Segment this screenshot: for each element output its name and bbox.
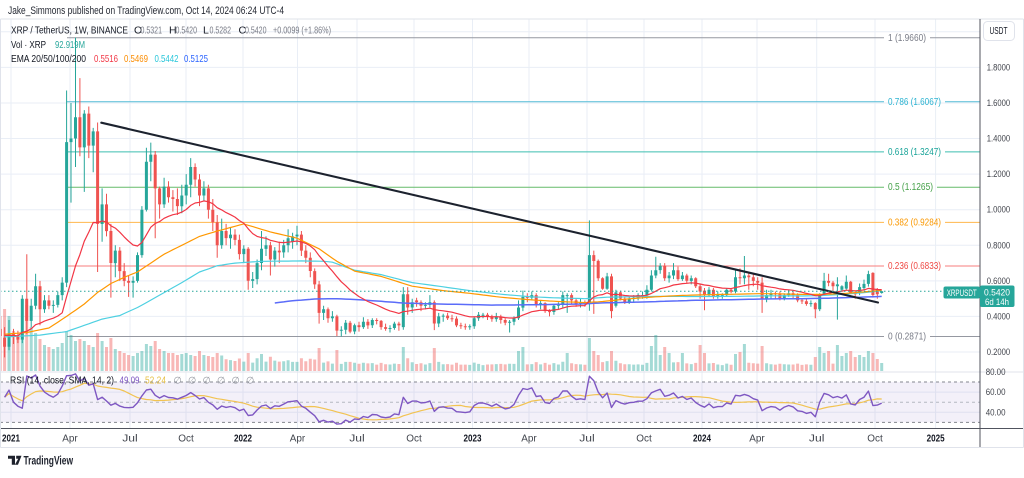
svg-text:2024: 2024	[693, 434, 711, 445]
svg-text:2025: 2025	[927, 434, 945, 445]
svg-text:1.2000: 1.2000	[987, 169, 1010, 180]
svg-text:0.5420: 0.5420	[176, 25, 198, 37]
svg-text:Jul: Jul	[579, 434, 595, 445]
svg-text:0.5420: 0.5420	[245, 25, 267, 37]
svg-text:Jake_Simmons published on Trad: Jake_Simmons published on TradingView.co…	[8, 5, 284, 17]
svg-text:∅: ∅	[246, 376, 254, 387]
svg-text:Apr: Apr	[62, 434, 78, 445]
svg-text:L: L	[203, 25, 209, 37]
svg-text:Jul: Jul	[809, 434, 825, 445]
svg-text:0.5125: 0.5125	[184, 53, 208, 65]
svg-text:0.5 (1.1265): 0.5 (1.1265)	[888, 182, 933, 193]
svg-text:∅: ∅	[203, 376, 211, 387]
svg-text:80.00: 80.00	[986, 367, 1006, 378]
svg-text:+0.0099 (+1.86%): +0.0099 (+1.86%)	[273, 25, 331, 37]
svg-text:0.2000: 0.2000	[987, 347, 1010, 358]
svg-text:Oct: Oct	[178, 434, 194, 445]
svg-text:Apr: Apr	[521, 434, 537, 445]
svg-text:EMA 20/50/100/200: EMA 20/50/100/200	[11, 53, 86, 65]
svg-text:TradingView: TradingView	[24, 456, 74, 468]
svg-text:Jul: Jul	[349, 434, 365, 445]
svg-text:2023: 2023	[464, 434, 482, 445]
svg-text:H: H	[169, 25, 177, 37]
svg-text:0.6000: 0.6000	[987, 276, 1010, 287]
svg-text:Vol · XRP: Vol · XRP	[11, 39, 46, 51]
svg-text:O: O	[134, 25, 142, 37]
svg-text:∅: ∅	[232, 376, 240, 387]
svg-text:XRPUSDT: XRPUSDT	[947, 288, 977, 298]
svg-text:52.24: 52.24	[145, 376, 166, 387]
svg-text:1.8000: 1.8000	[987, 62, 1010, 73]
svg-text:0.618 (1.3247): 0.618 (1.3247)	[888, 147, 941, 158]
svg-text:Oct: Oct	[406, 434, 422, 445]
svg-text:0.8000: 0.8000	[987, 240, 1010, 251]
svg-text:1.4000: 1.4000	[987, 134, 1010, 145]
svg-text:∅: ∅	[217, 376, 225, 387]
svg-text:1 (1.9660): 1 (1.9660)	[888, 33, 926, 44]
svg-text:Apr: Apr	[290, 434, 306, 445]
svg-text:0.382 (0.9284): 0.382 (0.9284)	[888, 217, 941, 228]
svg-text:2021: 2021	[2, 434, 20, 445]
svg-text:2022: 2022	[234, 434, 252, 445]
svg-text:49.09: 49.09	[120, 376, 140, 387]
svg-text:0.5282: 0.5282	[210, 25, 232, 37]
svg-text:Jul: Jul	[122, 434, 138, 445]
svg-text:C: C	[239, 25, 247, 37]
svg-text:∅: ∅	[174, 376, 182, 387]
svg-text:Oct: Oct	[867, 434, 883, 445]
svg-text:Apr: Apr	[749, 434, 765, 445]
svg-text:0.5420: 0.5420	[984, 287, 1010, 297]
svg-text:RSI (14, close, SMA, 14, 2): RSI (14, close, SMA, 14, 2)	[10, 376, 114, 387]
svg-text:60.00: 60.00	[986, 387, 1006, 398]
svg-text:1.0000: 1.0000	[987, 205, 1010, 216]
svg-text:XRP / TetherUS, 1W, BINANCE: XRP / TetherUS, 1W, BINANCE	[11, 25, 128, 37]
svg-text:USDT: USDT	[990, 26, 1008, 37]
svg-text:92.919M: 92.919M	[55, 39, 85, 51]
svg-text:0.4000: 0.4000	[987, 311, 1010, 322]
svg-text:0.5442: 0.5442	[155, 53, 179, 65]
svg-text:0.5469: 0.5469	[124, 53, 148, 65]
svg-text:0.786 (1.6067): 0.786 (1.6067)	[888, 97, 941, 108]
svg-text:0.5321: 0.5321	[141, 25, 163, 37]
svg-text:0.236 (0.6833): 0.236 (0.6833)	[888, 261, 941, 272]
svg-text:6d 14h: 6d 14h	[985, 297, 1009, 307]
svg-text:1.6000: 1.6000	[987, 98, 1010, 109]
svg-text:0 (0.2871): 0 (0.2871)	[888, 332, 926, 343]
svg-text:Oct: Oct	[636, 434, 652, 445]
svg-text:0.5516: 0.5516	[94, 53, 118, 65]
svg-text:40.00: 40.00	[986, 407, 1006, 418]
svg-text:∅: ∅	[188, 376, 196, 387]
